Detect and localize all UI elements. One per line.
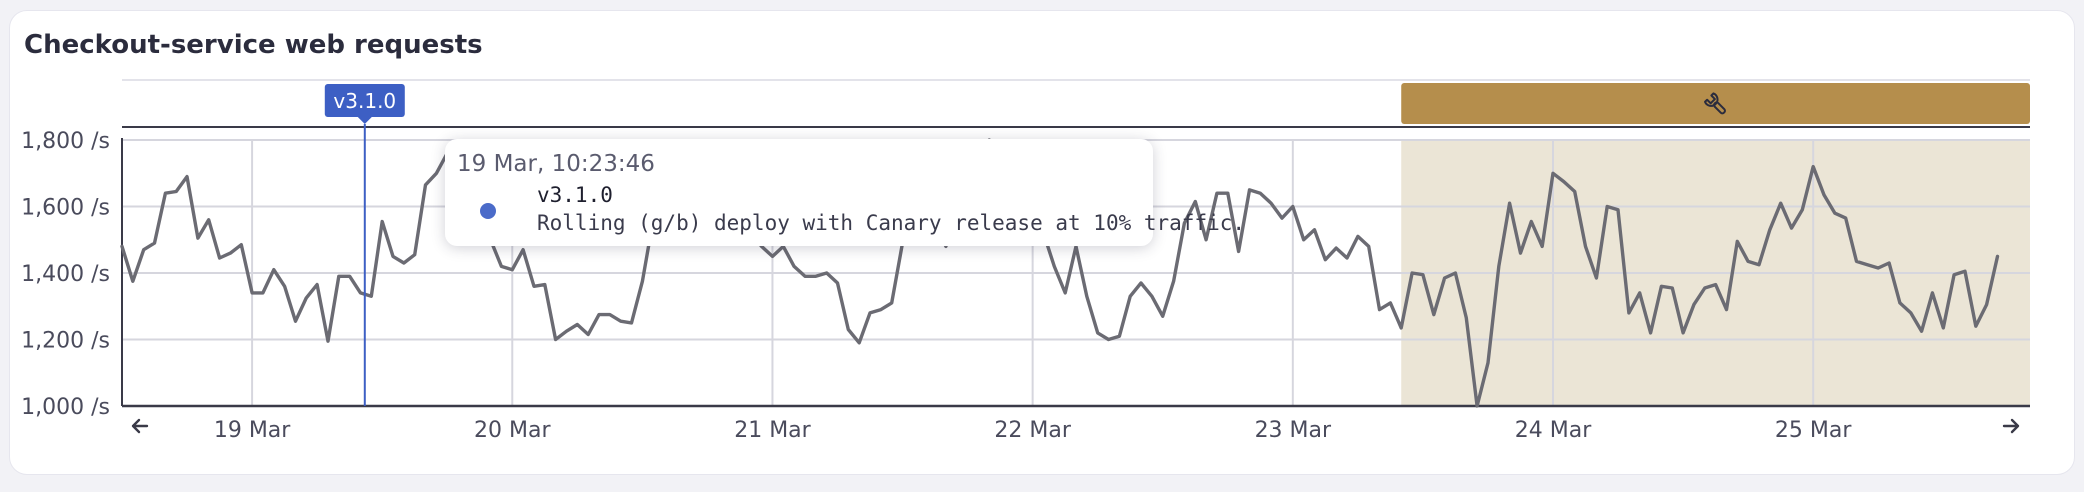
event-marker-label[interactable]: v3.1.0 bbox=[333, 89, 396, 113]
event-marker-tag[interactable] bbox=[324, 84, 405, 117]
event-tooltip: 19 Mar, 10:23:46 v3.1.0 Rolling (g/b) de… bbox=[445, 139, 1245, 246]
arrow-left-icon[interactable] bbox=[131, 418, 149, 434]
x-tick-label: 23 Mar bbox=[1255, 418, 1332, 443]
series-line bbox=[120, 138, 2000, 408]
y-tick-label: 1,000 /s bbox=[21, 395, 110, 420]
wrench-icon-handle bbox=[1713, 101, 1726, 115]
arrow-right-icon[interactable] bbox=[2002, 418, 2020, 434]
y-tick-label: 1,400 /s bbox=[21, 262, 110, 287]
x-tick-label: 22 Mar bbox=[994, 418, 1071, 443]
event-marker-pointer bbox=[356, 116, 373, 124]
arrow-right-icon-path bbox=[2002, 418, 2020, 434]
wrench-icon-head bbox=[1704, 92, 1719, 107]
tooltip-time: 19 Mar, 10:23:46 bbox=[457, 151, 655, 177]
y-tick-label: 1,600 /s bbox=[21, 196, 110, 221]
y-tick-label: 1,800 /s bbox=[21, 129, 110, 154]
y-tick-label: 1,200 /s bbox=[21, 329, 110, 354]
x-tick-label: 19 Mar bbox=[214, 418, 291, 443]
x-tick-label: 21 Mar bbox=[734, 418, 811, 443]
x-tick-label: 20 Mar bbox=[474, 418, 551, 443]
tooltip-description: Rolling (g/b) deploy with Canary release… bbox=[537, 211, 1246, 235]
arrow-left-icon-path bbox=[131, 418, 149, 434]
wrench-icon bbox=[1704, 92, 1726, 115]
panel-title: Checkout-service web requests bbox=[24, 30, 483, 60]
x-tick-label: 25 Mar bbox=[1775, 418, 1852, 443]
x-tick-label: 24 Mar bbox=[1515, 418, 1592, 443]
tooltip-dot-icon bbox=[480, 203, 496, 219]
tooltip-event-name: v3.1.0 bbox=[537, 183, 613, 207]
